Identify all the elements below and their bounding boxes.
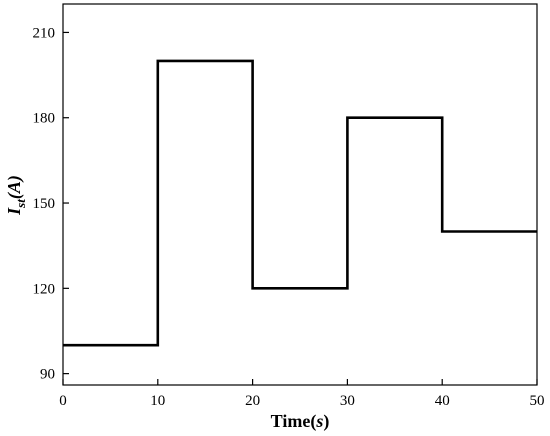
x-tick-label-10: 10 xyxy=(150,393,165,409)
x-axis-title: Time(s) xyxy=(271,411,330,432)
y-tick-label-90: 90 xyxy=(40,367,55,383)
y-tick-label-180: 180 xyxy=(33,111,56,127)
x-tick-label-50: 50 xyxy=(530,393,545,409)
y-axis-title-main: I xyxy=(4,207,24,216)
y-axis-title: Ist(A) xyxy=(4,175,28,216)
x-tick-label-40: 40 xyxy=(435,393,450,409)
x-axis-title-close: ) xyxy=(323,411,329,432)
y-tick-label-120: 120 xyxy=(33,281,56,297)
x-tick-label-0: 0 xyxy=(59,393,67,409)
x-tick-label-30: 30 xyxy=(340,393,355,409)
ticks xyxy=(62,31,538,385)
x-axis-title-unit: s xyxy=(315,411,323,431)
series-line xyxy=(63,59,537,347)
y-tick-label-150: 150 xyxy=(33,196,56,212)
plot-frame xyxy=(62,3,538,386)
x-axis-title-main: Time( xyxy=(271,411,317,432)
y-axis-title-sub: st xyxy=(13,199,28,209)
tick-labels: 0 10 20 30 40 50 90 120 150 180 210 xyxy=(33,25,545,409)
y-axis-title-unit: (A) xyxy=(4,175,25,199)
y-tick-label-210: 210 xyxy=(33,25,56,41)
x-tick-label-20: 20 xyxy=(245,393,260,409)
